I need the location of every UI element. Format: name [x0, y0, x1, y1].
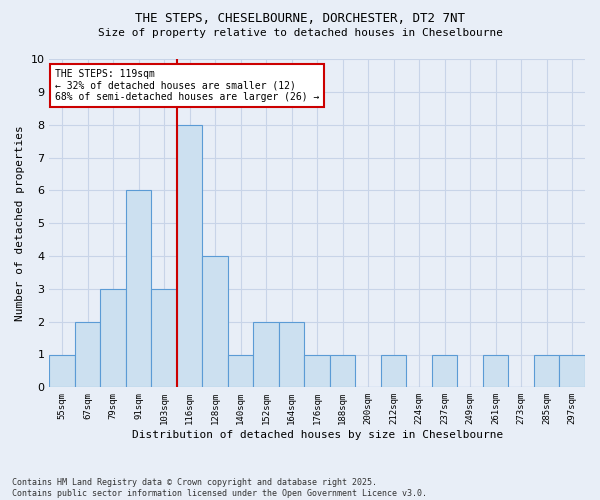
Bar	[432, 354, 457, 388]
Text: Size of property relative to detached houses in Cheselbourne: Size of property relative to detached ho…	[97, 28, 503, 38]
Bar	[253, 322, 279, 388]
Bar	[330, 354, 355, 388]
X-axis label: Distribution of detached houses by size in Cheselbourne: Distribution of detached houses by size …	[131, 430, 503, 440]
Text: Contains HM Land Registry data © Crown copyright and database right 2025.
Contai: Contains HM Land Registry data © Crown c…	[12, 478, 427, 498]
Bar	[100, 289, 126, 388]
Text: THE STEPS: 119sqm
← 32% of detached houses are smaller (12)
68% of semi-detached: THE STEPS: 119sqm ← 32% of detached hous…	[55, 69, 319, 102]
Bar	[559, 354, 585, 388]
Text: THE STEPS, CHESELBOURNE, DORCHESTER, DT2 7NT: THE STEPS, CHESELBOURNE, DORCHESTER, DT2…	[135, 12, 465, 26]
Bar	[483, 354, 508, 388]
Bar	[75, 322, 100, 388]
Y-axis label: Number of detached properties: Number of detached properties	[15, 126, 25, 321]
Bar	[151, 289, 177, 388]
Bar	[49, 354, 75, 388]
Bar	[381, 354, 406, 388]
Bar	[304, 354, 330, 388]
Bar	[534, 354, 559, 388]
Bar	[126, 190, 151, 388]
Bar	[177, 124, 202, 388]
Bar	[202, 256, 228, 388]
Bar	[279, 322, 304, 388]
Bar	[228, 354, 253, 388]
